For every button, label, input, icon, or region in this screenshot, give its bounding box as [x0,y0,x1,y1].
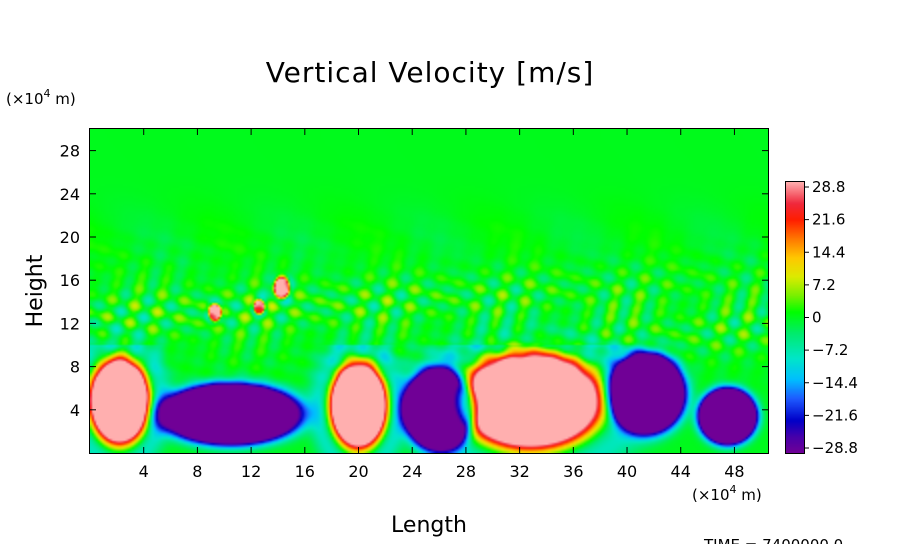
y-tick-label: 8 [70,358,80,377]
y-tick-label: 20 [60,228,80,247]
x-tick-label: 40 [617,462,637,481]
y-tick-label: 28 [60,142,80,161]
colorbar-label: −14.4 [812,374,858,392]
x-tick-label: 44 [671,462,691,481]
chart-title: Vertical Velocity [m/s] [266,56,595,89]
time-label: TIME = 7400000.0 [703,536,843,544]
colorbar-label: −28.8 [812,439,858,457]
colorbar-label: 0 [812,309,822,327]
x-tick-label: 24 [402,462,422,481]
colorbar-label: 28.8 [812,178,845,196]
x-axis-label: Length [391,513,467,538]
colorbar-label: 7.2 [812,276,836,294]
y-tick-label: 12 [60,314,80,333]
colorbar-gradient [786,182,804,453]
x-axis: 4 8 12 16 20 24 28 32 36 40 44 48 [139,129,745,481]
colorbar-label: 21.6 [812,211,845,229]
plot-area [89,128,769,454]
y-tick-label: 4 [70,401,80,420]
x-tick-label: 8 [192,462,202,481]
y-axis: 4 8 12 16 20 24 28 [60,142,768,420]
x-tick-label: 12 [241,462,261,481]
plot-frame [89,128,769,454]
y-unit-label: (×104 m) [6,87,76,108]
x-tick-label: 16 [295,462,315,481]
x-tick-label: 32 [509,462,529,481]
x-tick-label: 4 [139,462,149,481]
velocity-field [90,129,768,453]
y-tick-label: 16 [60,271,80,290]
x-tick-label: 28 [456,462,476,481]
colorbar: 28.8 21.6 14.4 7.2 0 −7.2 −14.4 −21.6 −28.8 [785,178,858,457]
y-axis-label: Height [23,254,48,327]
colorbar-label: −21.6 [812,406,858,424]
x-tick-label: 48 [724,462,744,481]
colorbar-label: −7.2 [812,341,848,359]
x-tick-label: 36 [563,462,583,481]
y-tick-label: 24 [60,185,80,204]
x-tick-label: 20 [348,462,368,481]
x-unit-label: (×104 m) [692,483,762,504]
colorbar-label: 14.4 [812,243,845,261]
